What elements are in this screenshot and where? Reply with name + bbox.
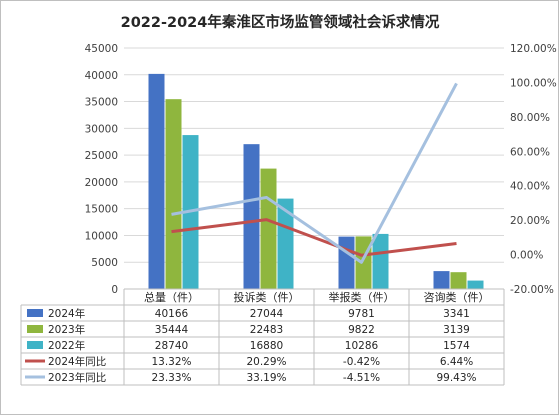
category-label: 总量（件） xyxy=(144,290,199,304)
category-label: 咨询类（件） xyxy=(424,290,490,304)
bar xyxy=(467,280,484,289)
series-name: 2023年 xyxy=(48,323,85,336)
data-label: 6.44% xyxy=(440,356,473,368)
y-right-tick-label: 20.00% xyxy=(510,215,550,227)
y-right-tick-label: 40.00% xyxy=(510,181,550,193)
y-left-tick-label: 20000 xyxy=(85,177,118,189)
category-label: 投诉类（件） xyxy=(234,290,300,304)
bar xyxy=(243,144,260,289)
bar xyxy=(450,272,467,289)
legend-key xyxy=(27,309,43,317)
data-label: 16880 xyxy=(250,340,283,352)
y-right-tick-label: 100.00% xyxy=(510,77,557,89)
legend-key xyxy=(27,325,43,333)
series-name: 2024年 xyxy=(48,307,85,320)
y-right-tick-label: 60.00% xyxy=(510,146,550,158)
data-label: -0.42% xyxy=(343,356,380,368)
data-label: 27044 xyxy=(250,308,284,320)
y-left-tick-label: 35000 xyxy=(85,97,118,109)
bar xyxy=(277,198,294,289)
data-label: 10286 xyxy=(345,340,379,352)
data-label: 23.33% xyxy=(151,372,191,384)
bar xyxy=(338,236,355,289)
data-label: 40166 xyxy=(155,308,189,320)
y-right-tick-label: 120.00% xyxy=(510,43,557,55)
data-label: 22483 xyxy=(250,324,283,336)
y-left-tick-label: 15000 xyxy=(85,204,118,216)
data-label: 9822 xyxy=(348,324,375,336)
series-line xyxy=(171,218,457,257)
y-left-tick-label: 0 xyxy=(111,284,118,296)
data-table: 总量（件） 投诉类（件） 举报类（件） 咨询类（件） 2024年 40166 27044 97… xyxy=(20,288,505,386)
series-name: 2022年 xyxy=(48,339,85,352)
bar xyxy=(148,73,165,289)
bar xyxy=(260,168,277,289)
data-label: 3341 xyxy=(443,308,470,320)
axes: 0 5000 10000 15000 20000 25000 30000 35000 40000… xyxy=(85,43,557,296)
data-label: 28740 xyxy=(155,340,188,352)
chart-title: 2022-2024年秦淮区市场监管领域社会诉求情况 xyxy=(121,13,440,31)
lines xyxy=(171,82,458,264)
y-right-tick-label: -20.00% xyxy=(510,284,554,296)
bar xyxy=(355,236,372,289)
series-line xyxy=(171,82,458,264)
series-name: 2024年同比 xyxy=(48,355,106,368)
bar xyxy=(372,233,389,289)
y-left-tick-label: 10000 xyxy=(85,230,118,242)
data-label: 3139 xyxy=(443,324,470,336)
data-label: 13.32% xyxy=(151,356,191,368)
data-label: 35444 xyxy=(155,324,189,336)
bar xyxy=(165,99,182,289)
data-label: 1574 xyxy=(443,340,470,352)
data-label: 9781 xyxy=(348,308,375,320)
y-left-tick-label: 40000 xyxy=(85,70,118,82)
y-right-tick-label: 0.00% xyxy=(510,250,543,262)
data-label: 33.19% xyxy=(246,372,286,384)
data-label: 20.29% xyxy=(246,356,286,368)
bar xyxy=(433,271,450,289)
data-label: -4.51% xyxy=(343,372,380,384)
y-right-tick-label: 80.00% xyxy=(510,112,550,124)
category-label: 举报类（件） xyxy=(329,290,395,304)
y-left-tick-label: 30000 xyxy=(85,123,118,135)
y-left-tick-label: 5000 xyxy=(91,257,118,269)
y-left-tick-label: 25000 xyxy=(85,150,118,162)
series-name: 2023年同比 xyxy=(48,371,106,384)
y-left-tick-label: 45000 xyxy=(85,43,118,55)
bars xyxy=(148,73,484,289)
data-label: 99.43% xyxy=(436,372,476,384)
legend-key xyxy=(27,341,43,349)
